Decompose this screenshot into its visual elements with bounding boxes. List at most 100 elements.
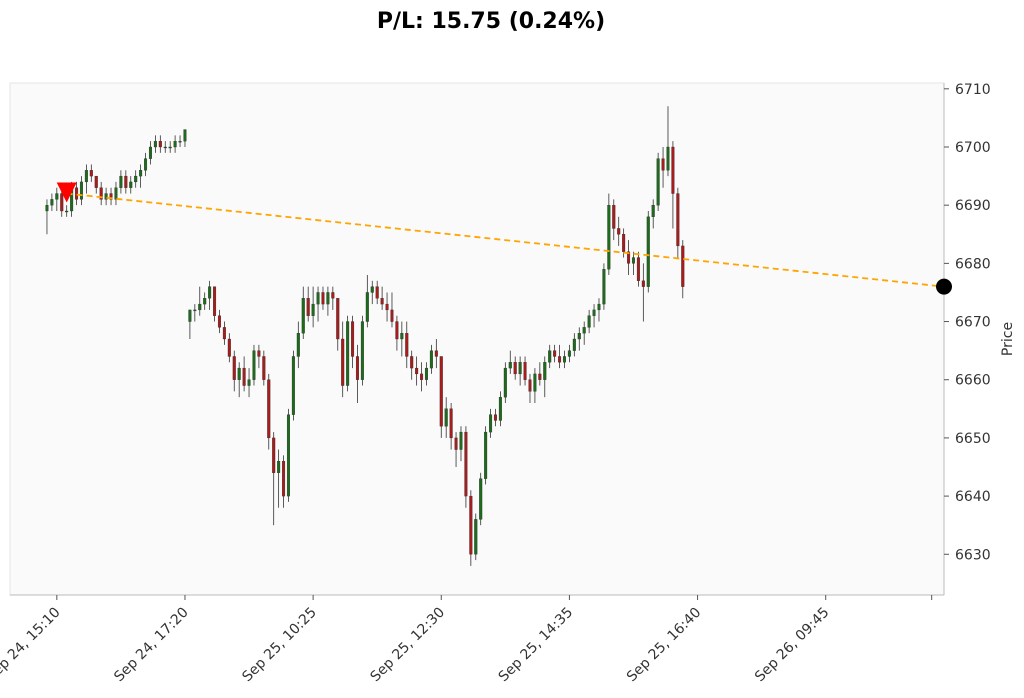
- candle-up: [65, 210, 69, 213]
- candle-down: [89, 170, 93, 177]
- candle-up: [203, 298, 207, 305]
- candle-down: [99, 187, 103, 200]
- candle-up: [582, 327, 586, 334]
- candle-down: [513, 362, 517, 375]
- candle-down: [612, 205, 616, 229]
- candle-up: [144, 158, 148, 171]
- candle-up: [104, 193, 108, 200]
- candle-up: [45, 205, 49, 212]
- candle-up: [607, 205, 611, 270]
- candle-down: [341, 338, 345, 386]
- candle-up: [572, 338, 576, 351]
- candle-up: [79, 181, 83, 200]
- candle-up: [365, 292, 369, 322]
- candle-up: [444, 408, 448, 427]
- candle-down: [380, 298, 384, 305]
- candle-down: [661, 158, 665, 171]
- candle-down: [434, 350, 438, 357]
- candle-down: [385, 303, 389, 311]
- candle-down: [405, 333, 409, 357]
- candle-up: [484, 431, 488, 479]
- candle-up: [148, 146, 152, 159]
- candle-up: [252, 350, 256, 380]
- candle-up: [301, 298, 305, 334]
- candle-down: [641, 280, 645, 287]
- x-tick-label: Sep 24, 17:20: [111, 605, 192, 686]
- candle-down: [124, 175, 128, 188]
- candle-down: [227, 338, 231, 357]
- candle-up: [316, 292, 320, 305]
- x-axis: Sep 24, 15:10 Sep 24, 17:20 Sep 25, 10:25 S…: [0, 594, 944, 686]
- candle-up: [286, 414, 290, 497]
- x-tick-label: Sep 26, 09:45: [752, 605, 833, 686]
- y-axis-label: Price: [1000, 322, 1016, 356]
- candle-down: [454, 437, 458, 450]
- candle-up: [459, 431, 463, 450]
- candle-down: [109, 193, 113, 200]
- candle-down: [622, 234, 626, 252]
- candle-down: [217, 315, 221, 328]
- candle-up: [508, 362, 512, 369]
- candle-up: [489, 414, 493, 433]
- candle-down: [94, 175, 98, 188]
- candle-down: [272, 437, 276, 473]
- x-tick-label: Sep 24, 15:10: [0, 605, 64, 686]
- candle-up: [587, 315, 591, 328]
- x-tick-label: Sep 25, 14:35: [496, 605, 577, 686]
- candle-up: [429, 350, 433, 369]
- candle-up: [237, 367, 241, 380]
- candle-down: [681, 245, 685, 287]
- trade-line: [66, 192, 945, 288]
- candle-up: [114, 187, 118, 200]
- candle-down: [158, 141, 162, 148]
- candle-up: [400, 333, 404, 340]
- candle-up: [277, 461, 281, 473]
- y-tick-label: 6630: [955, 547, 991, 563]
- candle-up: [247, 379, 251, 386]
- candle-down: [553, 350, 557, 357]
- candle-up: [193, 309, 197, 312]
- y-tick-label: 6690: [955, 198, 991, 214]
- candle-up: [656, 158, 660, 206]
- candle-up: [646, 216, 650, 287]
- candle-down: [636, 257, 640, 281]
- candle-up: [592, 309, 596, 316]
- candle-down: [493, 414, 497, 421]
- candles-group: [45, 106, 685, 566]
- candle-down: [375, 286, 379, 299]
- candle-down: [336, 298, 340, 340]
- candle-down: [538, 373, 542, 380]
- candle-down: [395, 321, 399, 340]
- candle-down: [671, 146, 675, 194]
- candle-up: [55, 193, 59, 200]
- candle-up: [360, 321, 364, 380]
- candle-up: [163, 146, 167, 149]
- candle-down: [558, 356, 562, 363]
- candle-up: [533, 373, 537, 392]
- chart-title: P/L: 15.75 (0.24%): [377, 9, 605, 34]
- x-tick-label: Sep 25, 10:25: [239, 605, 320, 686]
- candle-up: [168, 146, 172, 149]
- candle-up: [208, 286, 212, 299]
- x-tick-label: Sep 25, 16:40: [624, 605, 705, 686]
- candle-down: [351, 321, 355, 357]
- candle-up: [119, 175, 123, 188]
- candle-up: [291, 356, 295, 415]
- candle-down: [306, 298, 310, 316]
- candle-down: [617, 228, 621, 235]
- y-tick-label: 6640: [955, 489, 991, 505]
- y-tick-label: 6700: [955, 140, 991, 156]
- candle-up: [503, 367, 507, 398]
- candle-up: [326, 292, 330, 305]
- candle-down: [60, 193, 64, 212]
- candle-down: [676, 193, 680, 247]
- candle-down: [232, 356, 236, 380]
- candle-up: [134, 175, 138, 183]
- candle-down: [257, 350, 261, 357]
- candle-up: [562, 356, 566, 363]
- candle-up: [597, 303, 601, 311]
- y-tick-label: 6680: [955, 256, 991, 272]
- candle-up: [129, 181, 133, 188]
- candle-up: [548, 350, 552, 363]
- y-axis: 6630 6640 6650 6660 6670 6680 6690 6700 6710: [943, 82, 991, 595]
